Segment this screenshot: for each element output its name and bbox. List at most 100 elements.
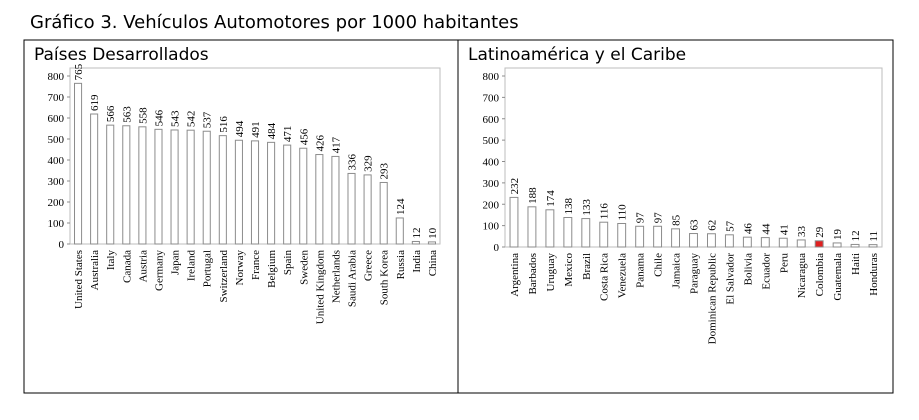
value-label: 516 bbox=[218, 116, 230, 133]
value-label: 46 bbox=[742, 223, 754, 235]
bar bbox=[814, 240, 824, 248]
x-tick-label: China bbox=[427, 250, 439, 276]
value-label: 110 bbox=[617, 204, 629, 221]
bar bbox=[379, 181, 388, 245]
value-label: 12 bbox=[411, 227, 423, 238]
value-label: 33 bbox=[796, 225, 808, 237]
y-tick-label: 100 bbox=[483, 221, 500, 233]
y-tick-label: 300 bbox=[48, 176, 65, 188]
bar bbox=[202, 130, 211, 245]
x-tick-label: United Kingdom bbox=[314, 250, 326, 325]
value-label: 563 bbox=[121, 106, 133, 123]
x-tick-label: Mexico bbox=[563, 253, 575, 287]
value-label: 97 bbox=[635, 212, 647, 224]
bar bbox=[315, 154, 324, 245]
value-label: 537 bbox=[202, 111, 214, 128]
value-label: 293 bbox=[379, 162, 391, 179]
bar bbox=[671, 228, 680, 248]
x-tick-label: Greece bbox=[363, 250, 375, 281]
bar bbox=[90, 113, 99, 245]
x-tick-label: Barbados bbox=[527, 253, 539, 295]
y-tick-label: 200 bbox=[483, 199, 500, 211]
bar bbox=[106, 124, 115, 245]
value-label: 765 bbox=[73, 63, 85, 80]
y-tick-label: 700 bbox=[483, 92, 500, 104]
x-tick-label: Germany bbox=[153, 250, 165, 291]
value-label: 494 bbox=[234, 120, 246, 137]
x-tick-label: Switzerland bbox=[218, 250, 230, 303]
bar bbox=[347, 172, 356, 245]
x-tick-label: Austria bbox=[137, 250, 149, 283]
value-label: 133 bbox=[581, 199, 593, 216]
x-tick-label: Ecuador bbox=[760, 253, 772, 290]
x-tick-label: Bolivia bbox=[742, 253, 754, 286]
x-tick-label: Spain bbox=[282, 250, 294, 276]
y-tick-label: 0 bbox=[494, 242, 500, 254]
x-tick-label: Portugal bbox=[202, 250, 214, 287]
value-label: 19 bbox=[832, 228, 844, 240]
bar bbox=[411, 240, 420, 245]
bar bbox=[250, 140, 260, 245]
value-label: 619 bbox=[89, 94, 101, 111]
x-tick-label: Netherlands bbox=[330, 250, 342, 303]
y-tick-label: 600 bbox=[483, 114, 500, 126]
x-tick-label: Honduras bbox=[868, 253, 880, 296]
bar bbox=[267, 141, 276, 245]
value-label: 174 bbox=[545, 190, 557, 207]
bar bbox=[218, 135, 227, 245]
y-tick-label: 600 bbox=[48, 113, 65, 125]
x-tick-label: Panama bbox=[635, 253, 647, 288]
value-label: 329 bbox=[363, 155, 375, 172]
x-tick-label: Norway bbox=[234, 250, 246, 286]
value-label: 456 bbox=[298, 128, 310, 145]
value-label: 116 bbox=[599, 203, 611, 220]
x-tick-label: United States bbox=[73, 250, 85, 309]
bar bbox=[545, 209, 555, 248]
panel bbox=[457, 39, 894, 394]
bar bbox=[138, 126, 147, 245]
y-tick-label: 500 bbox=[483, 135, 500, 147]
bar bbox=[154, 128, 163, 245]
x-tick-label: Dominican Republic bbox=[706, 253, 718, 344]
chart-title: Latinoamérica y el Caribe bbox=[468, 45, 686, 65]
bar bbox=[760, 237, 770, 248]
bar bbox=[509, 196, 519, 248]
bar bbox=[395, 217, 404, 245]
value-label: 471 bbox=[282, 126, 294, 143]
bar bbox=[283, 144, 292, 245]
x-tick-label: Canada bbox=[121, 250, 133, 283]
value-label: 558 bbox=[137, 107, 149, 124]
value-label: 138 bbox=[563, 198, 575, 215]
bar bbox=[581, 218, 591, 248]
value-label: 41 bbox=[778, 224, 790, 235]
x-tick-label: Colombia bbox=[814, 253, 826, 297]
x-tick-label: Jamaica bbox=[671, 253, 683, 289]
x-tick-label: Haiti bbox=[850, 253, 862, 275]
y-tick-label: 200 bbox=[48, 197, 65, 209]
bar bbox=[724, 234, 734, 248]
x-tick-label: Saudi Arabia bbox=[347, 250, 359, 307]
bar bbox=[122, 125, 131, 245]
x-tick-label: Japan bbox=[170, 250, 182, 276]
value-label: 62 bbox=[706, 220, 718, 231]
value-label: 546 bbox=[153, 109, 165, 126]
x-tick-label: Chile bbox=[653, 253, 665, 277]
x-tick-label: India bbox=[411, 250, 423, 273]
x-tick-label: Russia bbox=[395, 250, 407, 279]
x-tick-label: Venezuela bbox=[617, 253, 629, 298]
x-tick-label: Australia bbox=[89, 250, 101, 290]
page-title: Gráfico 3. Vehículos Automotores por 100… bbox=[30, 12, 519, 33]
bar bbox=[707, 233, 716, 248]
value-label: 566 bbox=[105, 105, 117, 122]
y-tick-label: 300 bbox=[483, 178, 500, 190]
x-tick-label: Peru bbox=[778, 253, 790, 274]
value-label: 484 bbox=[266, 122, 278, 139]
value-label: 232 bbox=[509, 178, 521, 195]
x-tick-label: Ireland bbox=[186, 250, 198, 282]
bar bbox=[427, 241, 436, 245]
bar bbox=[832, 242, 842, 248]
bar bbox=[331, 155, 340, 245]
value-label: 12 bbox=[850, 230, 862, 241]
value-label: 10 bbox=[427, 227, 439, 239]
